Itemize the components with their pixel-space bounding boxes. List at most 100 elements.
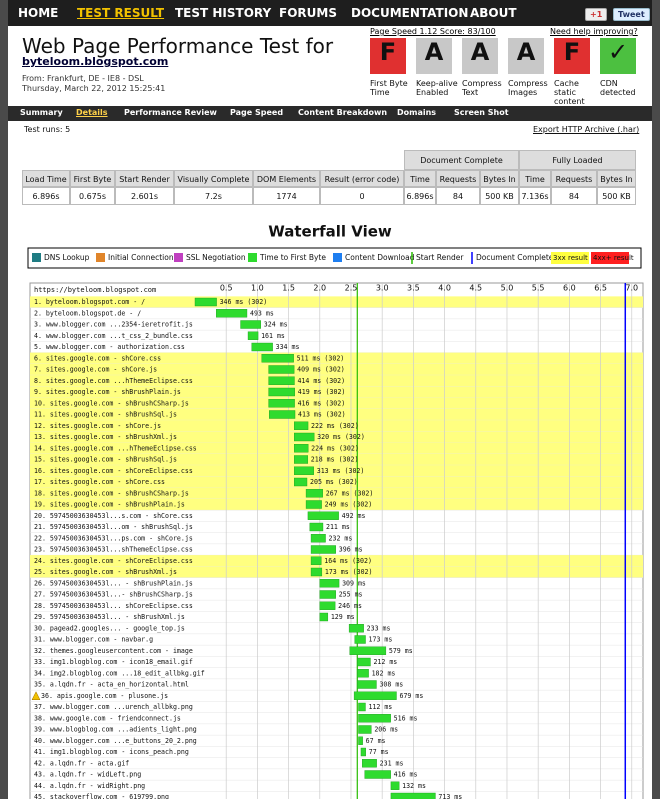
request-bar [353,691,397,700]
plusone-button[interactable]: +1 [585,8,608,21]
request-label: 1. byteloom.blogspot.com - / [34,298,145,306]
request-time: 205 ms (302) [310,478,358,486]
request-time: 492 ms [342,512,366,520]
request-time: 222 ms (302) [311,422,359,430]
request-label: 6. sites.google.com - shCore.css [34,354,161,362]
request-time: 161 ms [261,332,285,340]
request-label: 42. a.lqdn.fr - acta.gif [34,759,129,767]
legend-label: Initial Connection [108,253,174,262]
table-cell: 500 KB [480,187,519,205]
request-label: 2. byteloom.blogspot.de - / [34,309,141,317]
request-bar [194,297,217,307]
export-link[interactable]: Export HTTP Archive (.har) [533,125,640,134]
tab-link[interactable]: Domains [397,108,437,117]
request-time: 164 ms (302) [324,557,372,565]
help-link[interactable]: Need help improving? [550,27,638,36]
tab-link[interactable]: Screen Shot [454,108,509,117]
legend-swatch [591,252,629,264]
request-time: 232 ms [329,534,353,542]
grade-label: Cache static content [554,79,585,106]
request-bar [268,365,295,374]
request-bar [269,410,296,419]
tested-url[interactable]: byteloom.blogspot.com [22,55,169,68]
request-time: 233 ms [367,624,391,632]
tab-link[interactable]: Content Breakdown [298,108,388,117]
redirect-row [30,408,643,421]
table-cell: 1774 [253,187,320,205]
request-label: 20. 59745003630453l...s.com - shCore.css [34,512,193,520]
grade-label: Compress Text [462,79,502,97]
request-label: 45. stackoverflow.com - 619799.png [34,793,169,799]
page: Waterfall View DNS Lookup Initial Connecti… [8,0,652,799]
legend-swatch [32,253,41,262]
nav-link[interactable]: HOME [18,6,59,20]
request-bar [310,534,326,543]
tab-link[interactable]: Page Speed [230,108,284,117]
request-label: 11. sites.google.com - shBrushSql.js [34,411,177,419]
tweet-button[interactable]: Tweet [613,8,650,21]
tab-link[interactable]: Details [76,108,108,117]
request-bar [294,477,308,487]
request-time: 212 ms [373,658,397,666]
request-bar [364,770,391,779]
x-tick-label: 2.0 [313,284,326,293]
legend-label: SSL Negotiation [186,253,246,262]
x-tick-label: 6.0 [563,284,576,293]
request-time: 67 ms [366,737,386,745]
nav-link[interactable]: FORUMS [279,6,337,20]
request-label: 33. img1.blogblog.com - icon18_email.gif [34,658,193,666]
nav-link[interactable]: DOCUMENTATION [351,6,469,20]
request-time: 679 ms [399,692,423,700]
request-time: 346 ms (302) [220,298,268,306]
legend-label: Content Download [345,253,415,262]
nav-link[interactable]: TEST RESULT [77,6,165,20]
request-time: 413 ms (302) [298,411,346,419]
redirect-row [30,352,643,364]
redirect-row [30,431,643,443]
legend-label: Start Render [416,253,464,262]
request-bar [358,736,363,745]
group-header: Document Complete [404,150,519,170]
request-bar [319,590,336,599]
grade-box: F [370,38,406,74]
request-bar [349,646,387,655]
request-label: 15. sites.google.com - shBrushSql.js [34,456,177,464]
request-bar [305,489,323,498]
legend-label: Document Complete [476,253,554,262]
request-bar [358,714,391,723]
request-bar [294,455,309,464]
request-time: 129 ms [331,613,355,621]
column-header: Time [519,170,551,187]
redirect-row [30,555,643,567]
column-header: Time [404,170,436,187]
request-label: 5. www.blogger.com - authorization.css [34,343,185,351]
grade-box: A [508,38,544,74]
request-bar [357,657,371,667]
column-header: DOM Elements [253,170,320,187]
request-bar [294,421,309,430]
x-tick-label: 1.0 [251,284,264,293]
request-time: 206 ms [374,726,398,734]
request-time: 173 ms (302) [325,568,373,576]
request-bar [294,432,315,442]
nav-link[interactable]: ABOUT [470,6,517,20]
request-bar [309,522,324,532]
table-cell: 0 [320,187,404,205]
request-label: 27. 59745003630453l...- shBrushCSharp.js [34,591,193,599]
test-date: Thursday, March 22, 2012 15:25:41 [22,84,166,93]
request-time: 313 ms (302) [317,467,365,475]
request-time: 255 ms [339,591,363,599]
request-label: 17. sites.google.com - shCore.css [34,478,165,486]
tab-link[interactable]: Performance Review [124,108,217,117]
request-label: 43. a.lqdn.fr - widLeft.png [34,771,141,779]
nav-link[interactable]: TEST HISTORY [175,6,272,20]
column-header: Bytes In [597,170,636,187]
request-label: 12. sites.google.com - shCore.js [34,422,161,430]
page-speed-score[interactable]: Page Speed 1.12 Score: 83/100 [370,27,496,36]
request-label: 10. sites.google.com - shBrushCSharp.js [34,399,189,407]
tab-link[interactable]: Summary [20,108,63,117]
redirect-row [30,296,643,308]
request-bar [319,579,340,588]
redirect-row [30,487,643,499]
request-label: 9. sites.google.com - shBrushPlain.js [34,388,181,396]
